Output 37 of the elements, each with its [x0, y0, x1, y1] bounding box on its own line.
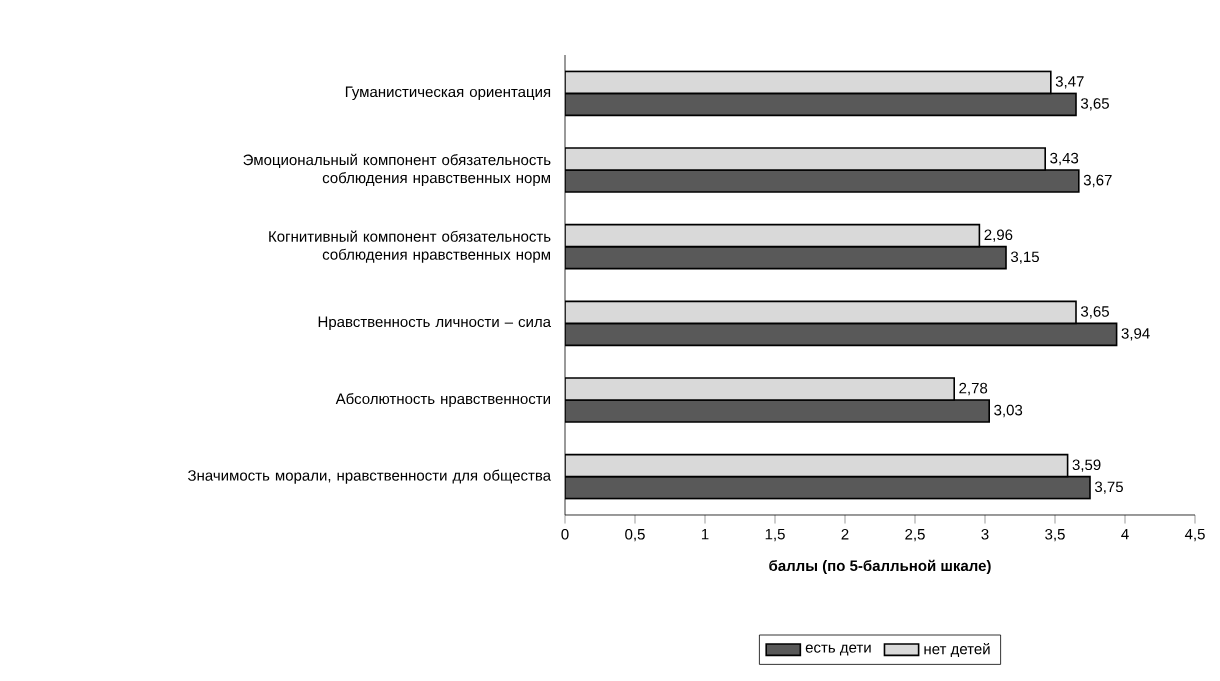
x-tick-label: 4 [1121, 528, 1129, 540]
data-label: 3,65 [1080, 306, 1109, 319]
bar [565, 147, 1046, 171]
data-label: 3,67 [1083, 174, 1112, 188]
data-label: 3,59 [1072, 459, 1101, 472]
x-tick-label: 2,5 [905, 528, 925, 542]
y-tick-label: Значимость морали, нравственности для общества [188, 469, 552, 484]
x-axis-title: баллы (по 5-балльной шкале) [769, 559, 991, 574]
data-label: 2,96 [984, 229, 1013, 242]
data-label: 3,47 [1055, 76, 1084, 89]
x-tick-label: 3 [981, 528, 989, 540]
legend-label: нет детей [924, 642, 990, 658]
data-label: 3,43 [1050, 152, 1079, 166]
x-tick-label: 0,5 [625, 528, 645, 542]
data-label: 3,75 [1094, 481, 1123, 494]
bar [565, 377, 955, 401]
data-label: 3,03 [994, 404, 1023, 418]
data-label: 3,65 [1080, 98, 1109, 111]
bar [565, 453, 1069, 478]
x-tick-label: 2 [841, 528, 849, 540]
x-tick-label: 1,5 [765, 528, 785, 542]
bar [565, 300, 1077, 325]
y-tick-label: Когнитивный компонент обязательность соблюдения нравственных норм [269, 230, 551, 263]
y-tick-label: Гуманистическая ориентация [345, 86, 551, 101]
legend-label: есть дети [805, 644, 871, 656]
data-label: 3,94 [1121, 328, 1150, 341]
y-tick-label: Абсолютность нравственности [335, 392, 550, 408]
x-tick-label: 3,5 [1045, 528, 1065, 542]
data-label: 3,15 [1010, 251, 1039, 264]
data-label: 2,78 [959, 382, 988, 396]
bar [565, 223, 981, 248]
x-tick-label: 1 [701, 528, 709, 540]
y-tick-label: Эмоциональный компонент обязательность соблюдения нравственных норм [243, 153, 551, 187]
y-tick-label: Нравственность личности – сила [318, 316, 552, 331]
x-tick-label: 4,5 [1184, 528, 1205, 542]
x-tick-label: 0 [561, 528, 569, 540]
bar [565, 70, 1052, 95]
